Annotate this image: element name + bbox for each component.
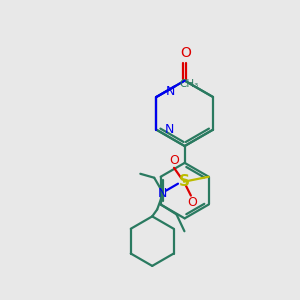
Text: N: N [165, 85, 175, 98]
Text: N: N [158, 187, 167, 200]
Text: O: O [180, 46, 191, 60]
Text: O: O [187, 196, 197, 209]
Text: S: S [178, 174, 189, 189]
Text: O: O [169, 154, 179, 167]
Text: CH₃: CH₃ [179, 79, 199, 89]
Text: N: N [164, 123, 174, 136]
